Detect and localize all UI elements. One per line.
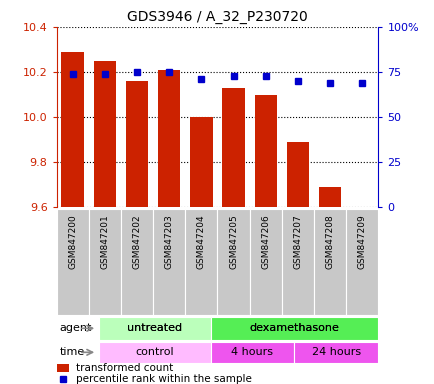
Bar (99, 342, 210, 363)
Bar (125, 81, 148, 207)
Text: 24 hours: 24 hours (311, 347, 360, 358)
Bar (210, 317, 378, 340)
Text: dexamethasone: dexamethasone (249, 323, 339, 333)
Text: GSM847203: GSM847203 (164, 215, 173, 269)
Title: GDS3946 / A_32_P230720: GDS3946 / A_32_P230720 (127, 10, 307, 25)
Text: dexamethasone: dexamethasone (249, 323, 339, 333)
Text: untreated: untreated (127, 323, 182, 333)
Text: GSM847205: GSM847205 (229, 215, 237, 269)
Text: percentile rank within the sample: percentile rank within the sample (76, 374, 251, 384)
Bar (61, 52, 84, 207)
Bar (318, 187, 341, 207)
Bar (190, 117, 212, 207)
Bar (158, 70, 180, 207)
Text: time: time (59, 347, 84, 358)
Bar (281, 209, 313, 315)
Text: GSM847208: GSM847208 (325, 215, 334, 269)
Text: control: control (135, 347, 174, 358)
Bar (153, 209, 185, 315)
Bar (313, 209, 345, 315)
Text: GSM847200: GSM847200 (68, 215, 77, 269)
Bar (121, 209, 153, 315)
Bar (217, 209, 249, 315)
Text: GSM847207: GSM847207 (293, 215, 302, 269)
Bar (294, 342, 378, 363)
Text: agent: agent (59, 323, 92, 333)
Bar (99, 317, 210, 340)
Bar (286, 142, 309, 207)
Bar (210, 342, 294, 363)
Text: GSM847206: GSM847206 (261, 215, 270, 269)
Bar (56, 209, 89, 315)
Bar (185, 209, 217, 315)
Text: 4 hours: 4 hours (231, 347, 273, 358)
Bar (210, 317, 378, 340)
Bar (249, 209, 281, 315)
Text: GSM847204: GSM847204 (197, 215, 205, 269)
Bar (99, 317, 210, 340)
Text: GSM847202: GSM847202 (132, 215, 141, 269)
Bar (89, 209, 121, 315)
Bar (254, 94, 276, 207)
Text: untreated: untreated (127, 323, 182, 333)
Bar (345, 209, 378, 315)
Bar (56, 364, 69, 372)
Text: transformed count: transformed count (76, 363, 173, 373)
Bar (93, 61, 116, 207)
Bar (222, 88, 244, 207)
Text: GSM847209: GSM847209 (357, 215, 366, 269)
Text: GSM847201: GSM847201 (100, 215, 109, 269)
